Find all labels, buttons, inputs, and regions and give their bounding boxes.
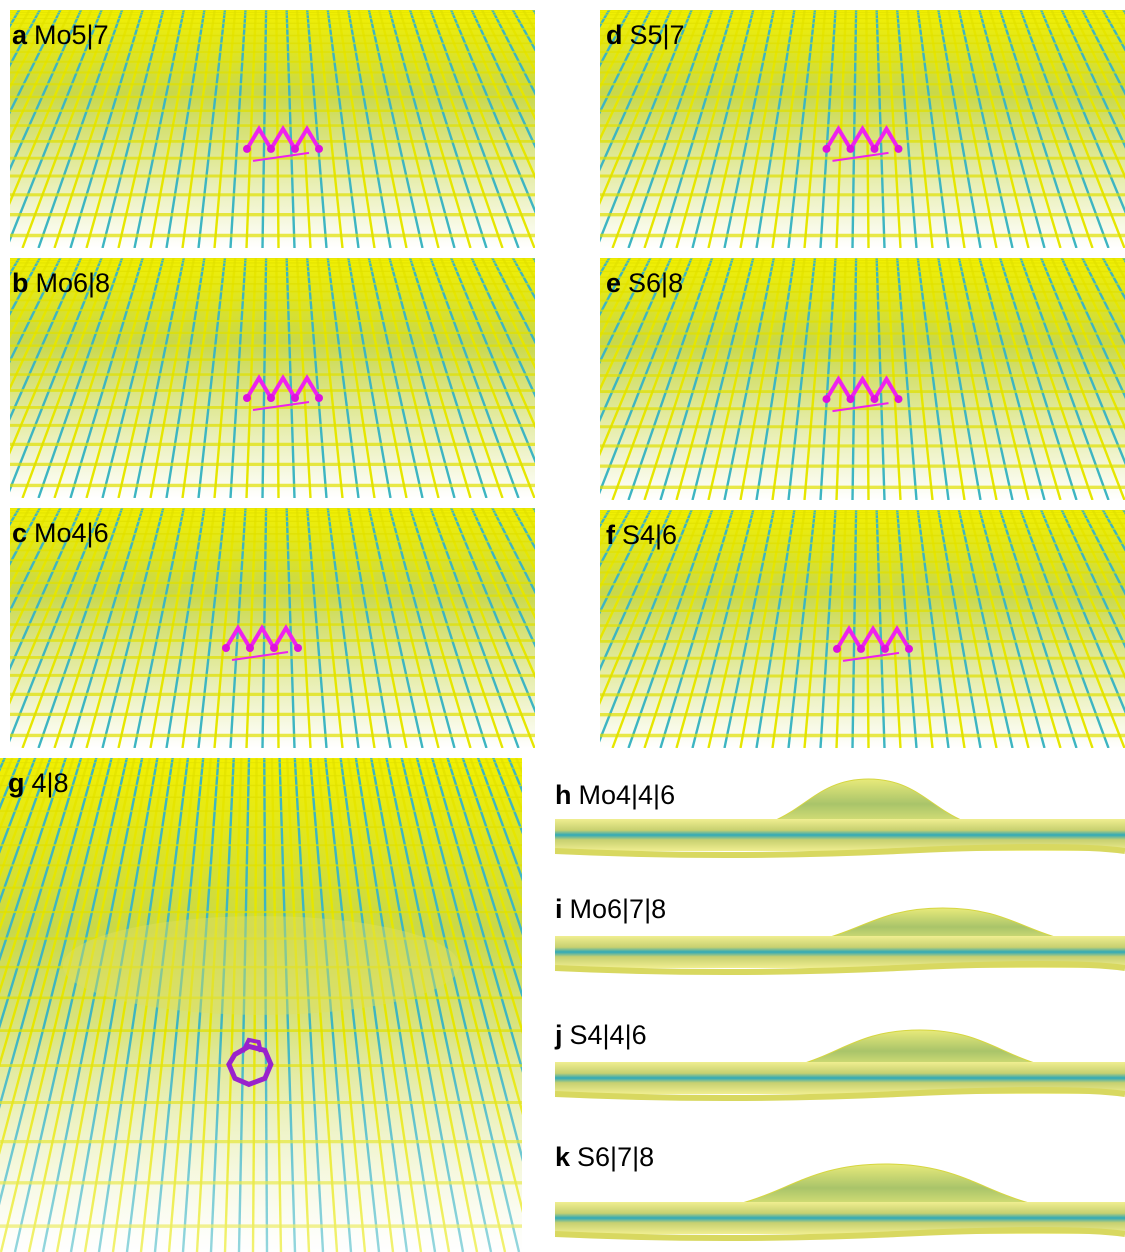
defect-atom	[895, 145, 903, 153]
defect-atom	[315, 145, 323, 153]
panel: eS6|8	[600, 258, 1125, 500]
defect-atom	[315, 394, 323, 402]
defect-atom	[847, 145, 855, 153]
panel-letter: i	[555, 894, 563, 924]
panel-label: eS6|8	[606, 268, 683, 299]
panel: hMo4|4|6	[555, 768, 1125, 863]
panel-title: 4|8	[32, 768, 69, 798]
panel-letter: c	[12, 518, 27, 548]
panel-letter: b	[12, 268, 29, 298]
panel-letter: h	[555, 780, 572, 810]
panel-title: S5|7	[630, 20, 685, 50]
panel-title: S6|8	[628, 268, 683, 298]
dome	[63, 916, 460, 1015]
panel-title: S4|6	[622, 520, 677, 550]
defect-atom	[270, 644, 278, 652]
panel-label: cMo4|6	[12, 518, 109, 549]
panel-label: dS5|7	[606, 20, 685, 51]
panel-letter: k	[555, 1142, 570, 1172]
panel: iMo6|7|8	[555, 890, 1125, 980]
defect-atom	[294, 644, 302, 652]
panel-title: Mo4|6	[34, 518, 109, 548]
panel-title: S6|7|8	[577, 1142, 654, 1172]
panel-title: Mo6|7|8	[570, 894, 667, 924]
defect-atom	[905, 645, 913, 653]
panel: aMo5|7	[10, 10, 535, 248]
panel-label: bMo6|8	[12, 268, 110, 299]
defect-atom	[291, 394, 299, 402]
defect-atom	[243, 145, 251, 153]
figure: aMo5|7 bMo6|8 cMo4|6 dS5|7 eS6|8 fS4|6 g…	[0, 0, 1125, 1252]
defect-atom	[291, 145, 299, 153]
panel-title: Mo5|7	[34, 20, 109, 50]
defect-atom	[246, 644, 254, 652]
defect-atom	[857, 645, 865, 653]
panel-label: iMo6|7|8	[555, 894, 666, 925]
defect-atom	[267, 394, 275, 402]
panel-label: fS4|6	[606, 520, 677, 551]
panel: cMo4|6	[10, 508, 535, 748]
panel: kS6|7|8	[555, 1138, 1125, 1246]
defect-atom	[222, 644, 230, 652]
panel-letter: e	[606, 268, 621, 298]
structure-render	[0, 758, 522, 1252]
panel-title: Mo4|4|6	[579, 780, 676, 810]
panel-title: S4|4|6	[570, 1020, 647, 1050]
defect-atom	[267, 145, 275, 153]
defect-atom	[881, 645, 889, 653]
panel-letter: f	[606, 520, 615, 550]
panel-title: Mo6|8	[36, 268, 111, 298]
defect-atom	[833, 645, 841, 653]
defect-atom	[871, 395, 879, 403]
defect-atom	[823, 145, 831, 153]
defect-atom	[871, 145, 879, 153]
panel-letter: g	[8, 768, 25, 798]
panel: jS4|4|6	[555, 1016, 1125, 1106]
structure-render	[600, 510, 1125, 748]
defect-atom	[243, 394, 251, 402]
panel-letter: j	[555, 1020, 563, 1050]
defect-atom	[823, 395, 831, 403]
panel: bMo6|8	[10, 258, 535, 498]
panel-label: kS6|7|8	[555, 1142, 654, 1173]
panel: dS5|7	[600, 10, 1125, 248]
panel-label: aMo5|7	[12, 20, 109, 51]
panel-label: hMo4|4|6	[555, 780, 675, 811]
defect-atom	[847, 395, 855, 403]
panel-label: jS4|4|6	[555, 1020, 647, 1051]
defect-atom	[895, 395, 903, 403]
panel-letter: a	[12, 20, 27, 50]
foreground	[0, 1030, 522, 1252]
panel-letter: d	[606, 20, 623, 50]
panel: g4|8	[0, 758, 522, 1252]
